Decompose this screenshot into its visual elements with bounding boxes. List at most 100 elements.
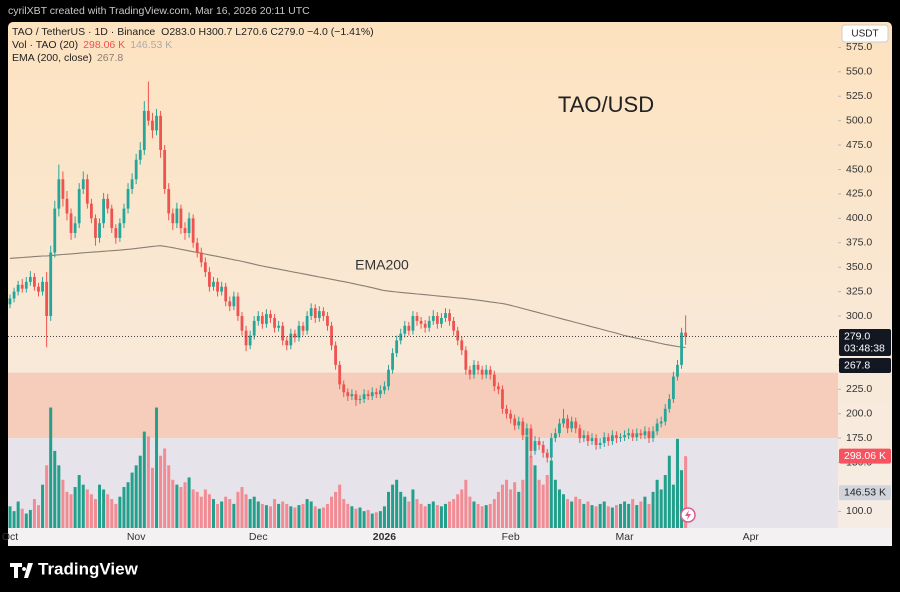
volume-bar [57, 465, 61, 528]
volume-bar [553, 479, 557, 528]
candle-body [167, 189, 171, 214]
candle-body [114, 228, 118, 238]
candle-body [208, 272, 211, 287]
ema-label: 267.8 [844, 359, 870, 371]
candle-body [684, 332, 688, 337]
volume-bar [321, 507, 325, 528]
volume-ma-label: 146.53 K [844, 486, 886, 498]
volume-bar [382, 506, 386, 528]
event-bolt [685, 510, 691, 520]
candle-body [586, 435, 590, 442]
volume-bar [395, 479, 399, 528]
x-tick-label: Dec [249, 531, 268, 543]
candle-body [558, 423, 561, 434]
y-tick-label: 225.0 [846, 383, 872, 395]
candle-body [146, 110, 150, 121]
candle-body [460, 340, 464, 351]
volume-bar [403, 496, 407, 528]
candle-body [374, 392, 378, 395]
candle-body [407, 325, 411, 331]
volume-bar [366, 509, 370, 528]
x-tick-label: Mar [616, 531, 635, 543]
x-tick-label: 2026 [373, 531, 397, 543]
volume-bar [598, 503, 602, 528]
candle-body [623, 435, 626, 438]
candle-body [570, 421, 574, 429]
volume-bar [179, 487, 183, 528]
candle-body [41, 281, 44, 292]
volume-bar [325, 503, 329, 528]
candle-body [562, 418, 565, 424]
volume-bar [496, 491, 500, 528]
volume-bar [557, 489, 561, 528]
candle-body [61, 179, 65, 199]
volume-bar [562, 494, 566, 528]
volume-ma-label-box [839, 485, 891, 501]
candle-body [590, 438, 594, 442]
candle-body [126, 189, 130, 209]
volume-bar [207, 494, 211, 528]
volume-bar [248, 499, 252, 528]
candle-body [387, 369, 390, 387]
ema-line [9, 245, 686, 349]
candle-body [399, 333, 403, 341]
candle-body [195, 242, 199, 253]
volume-bar [545, 474, 549, 528]
x-tick-label: Oct [2, 531, 18, 543]
x-tick-label: Apr [743, 531, 760, 543]
last-price-label-box [839, 329, 891, 357]
candle-body [110, 208, 114, 229]
volume-bar [150, 467, 154, 528]
ema-last: 267.8 [97, 52, 123, 64]
candle-body [37, 286, 40, 292]
volume-bar [452, 499, 456, 528]
volume-bar [224, 496, 228, 528]
volume-bar [415, 499, 419, 528]
candle-body [118, 223, 122, 238]
candle-body [277, 325, 281, 328]
candle-body [85, 179, 89, 204]
candle-body [244, 330, 248, 346]
candle-body [24, 281, 28, 289]
candle-body [293, 333, 297, 338]
y-tick-label: 200.0 [846, 407, 872, 419]
volume-bar [264, 505, 268, 528]
volume-bar [488, 503, 492, 528]
currency-box[interactable] [841, 24, 889, 43]
candle-body [256, 316, 260, 321]
candle-body [260, 316, 264, 324]
candle-body [676, 364, 679, 377]
x-tick-label: Nov [127, 531, 146, 543]
candle-body [187, 218, 191, 233]
candle-body [525, 428, 529, 436]
volume-bar [675, 438, 679, 528]
candle-body [509, 413, 513, 419]
candle-body [28, 276, 32, 282]
candle-body [415, 316, 419, 321]
y-tick-label: 575.0 [846, 41, 872, 53]
volume-bar [643, 496, 647, 528]
candle-body [224, 286, 228, 302]
volume-bar [330, 496, 334, 528]
volume-bar [73, 487, 77, 528]
volume-bar [81, 484, 85, 528]
volume-bar [36, 505, 40, 528]
currency[interactable]: USDT [851, 29, 878, 40]
last-price-label: 03:48:38 [844, 342, 885, 354]
volume-bar [183, 482, 187, 528]
volume-bar [537, 479, 541, 528]
candle-body [179, 208, 183, 229]
volume-bar [570, 501, 574, 528]
candle-body [635, 433, 639, 438]
volume-bar [212, 499, 215, 528]
candle-body [606, 437, 610, 442]
candle-body [106, 198, 110, 209]
candle-body [431, 316, 435, 321]
y-tick-label: 400.0 [846, 212, 872, 224]
volume-bar [370, 513, 374, 528]
volume-bar [509, 489, 513, 528]
volume-bar [680, 470, 684, 528]
candle-body [342, 384, 346, 393]
volume-bar [313, 506, 317, 528]
volume-bar [289, 506, 293, 528]
